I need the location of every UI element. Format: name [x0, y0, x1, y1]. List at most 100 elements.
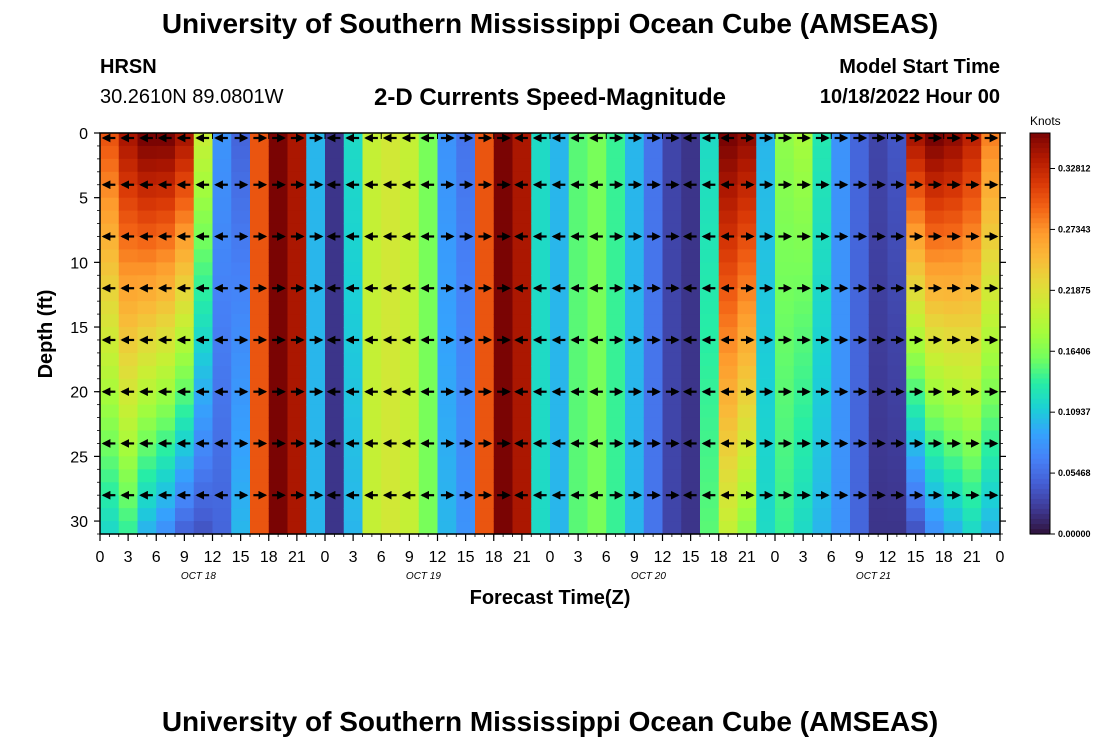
heatmap-cell: [737, 249, 757, 263]
heatmap-cell: [306, 171, 326, 186]
heatmap-cell: [362, 197, 382, 212]
heatmap-cell: [325, 352, 345, 367]
heatmap-cell: [887, 469, 907, 483]
heatmap-cell: [775, 275, 795, 289]
heatmap-cell: [587, 391, 607, 406]
heatmap-cell: [325, 469, 345, 483]
heatmap-cell: [268, 223, 289, 238]
heatmap-cell: [793, 158, 814, 173]
heatmap-cell: [700, 197, 720, 212]
colorbar-swatch: [1030, 488, 1050, 495]
heatmap-cell: [850, 327, 870, 341]
heatmap-cell: [531, 158, 551, 173]
heatmap-cell: [193, 249, 214, 263]
heatmap-cell: [812, 339, 832, 354]
heatmap-cell: [962, 275, 982, 289]
heatmap-cell: [868, 456, 889, 470]
heatmap-cell: [400, 352, 420, 367]
heatmap-cell: [175, 275, 195, 289]
heatmap-cell: [756, 352, 776, 367]
colorbar-swatch: [1030, 213, 1050, 219]
heatmap-cell: [531, 197, 551, 212]
heatmap-cell: [887, 236, 907, 251]
heatmap-cell: [456, 301, 476, 315]
heatmap-cell: [831, 430, 851, 445]
heatmap-cell: [812, 443, 832, 457]
heatmap-cell: [400, 495, 420, 509]
heatmap-cell: [250, 391, 270, 406]
heatmap-cell: [381, 184, 401, 199]
heatmap-cell: [418, 184, 439, 199]
y-tick-label: 30: [70, 514, 88, 531]
heatmap-cell: [418, 378, 439, 393]
heatmap-cell: [775, 314, 795, 328]
heatmap-cell: [343, 521, 364, 535]
heatmap-cell: [662, 482, 682, 496]
heatmap-cell: [868, 495, 889, 509]
heatmap-cell: [681, 275, 701, 289]
heatmap-cell: [662, 339, 682, 354]
heatmap-cell: [906, 236, 926, 251]
heatmap-cell: [887, 197, 907, 212]
heatmap-cell: [475, 314, 495, 328]
heatmap-cell: [400, 262, 420, 276]
heatmap-cell: [606, 236, 626, 251]
heatmap-cell: [962, 469, 982, 483]
heatmap-cell: [400, 456, 420, 470]
heatmap-cell: [756, 145, 776, 160]
heatmap-cell: [925, 236, 945, 251]
heatmap-cell: [681, 352, 701, 367]
heatmap-cell: [962, 288, 982, 302]
heatmap-cell: [962, 236, 982, 251]
heatmap-cell: [662, 223, 682, 238]
heatmap-cell: [512, 223, 532, 238]
colorbar-swatch: [1030, 463, 1050, 470]
heatmap-cell: [343, 197, 364, 212]
heatmap-cell: [681, 236, 701, 251]
heatmap-cell: [381, 133, 401, 147]
heatmap-cell: [812, 145, 832, 160]
heatmap-cell: [306, 133, 326, 147]
heatmap-cell: [737, 404, 757, 419]
heatmap-cell: [475, 197, 495, 212]
heatmap-cell: [175, 145, 195, 160]
colorbar-tick-label: 0.27343: [1058, 224, 1091, 234]
heatmap-cell: [306, 301, 326, 315]
heatmap-cell: [812, 249, 832, 263]
heatmap-cell: [793, 262, 814, 276]
heatmap-cell: [625, 171, 645, 186]
heatmap-cell: [906, 197, 926, 212]
heatmap-cell: [550, 327, 570, 341]
colorbar-swatch: [1030, 268, 1050, 274]
heatmap-cell: [700, 145, 720, 160]
heatmap-cell: [662, 197, 682, 212]
heatmap-cell: [887, 158, 907, 173]
heatmap-cell: [868, 430, 889, 445]
heatmap-cell: [456, 275, 476, 289]
heatmap-cell: [231, 339, 251, 354]
heatmap-cell: [250, 301, 270, 315]
heatmap-cell: [362, 288, 382, 302]
heatmap-cell: [250, 133, 270, 147]
heatmap-cell: [831, 158, 851, 173]
heatmap-cell: [418, 223, 439, 238]
heatmap-cell: [831, 495, 851, 509]
heatmap-cell: [550, 482, 570, 496]
heatmap-cell: [662, 521, 682, 535]
heatmap-cell: [850, 391, 870, 406]
x-tick-label: 0: [546, 549, 555, 566]
heatmap-cell: [231, 262, 251, 276]
heatmap-cell: [325, 158, 345, 173]
heatmap-cell: [925, 145, 945, 160]
heatmap-cell: [531, 184, 551, 199]
heatmap-cell: [268, 352, 289, 367]
heatmap-cell: [100, 184, 120, 199]
heatmap-cell: [456, 339, 476, 354]
heatmap-cell: [156, 469, 176, 483]
x-axis-label: Forecast Time(Z): [470, 587, 631, 609]
heatmap-cell: [793, 391, 814, 406]
heatmap-cell: [437, 456, 457, 470]
heatmap-cell: [137, 495, 157, 509]
heatmap-cell: [868, 469, 889, 483]
heatmap-cell: [268, 404, 289, 419]
